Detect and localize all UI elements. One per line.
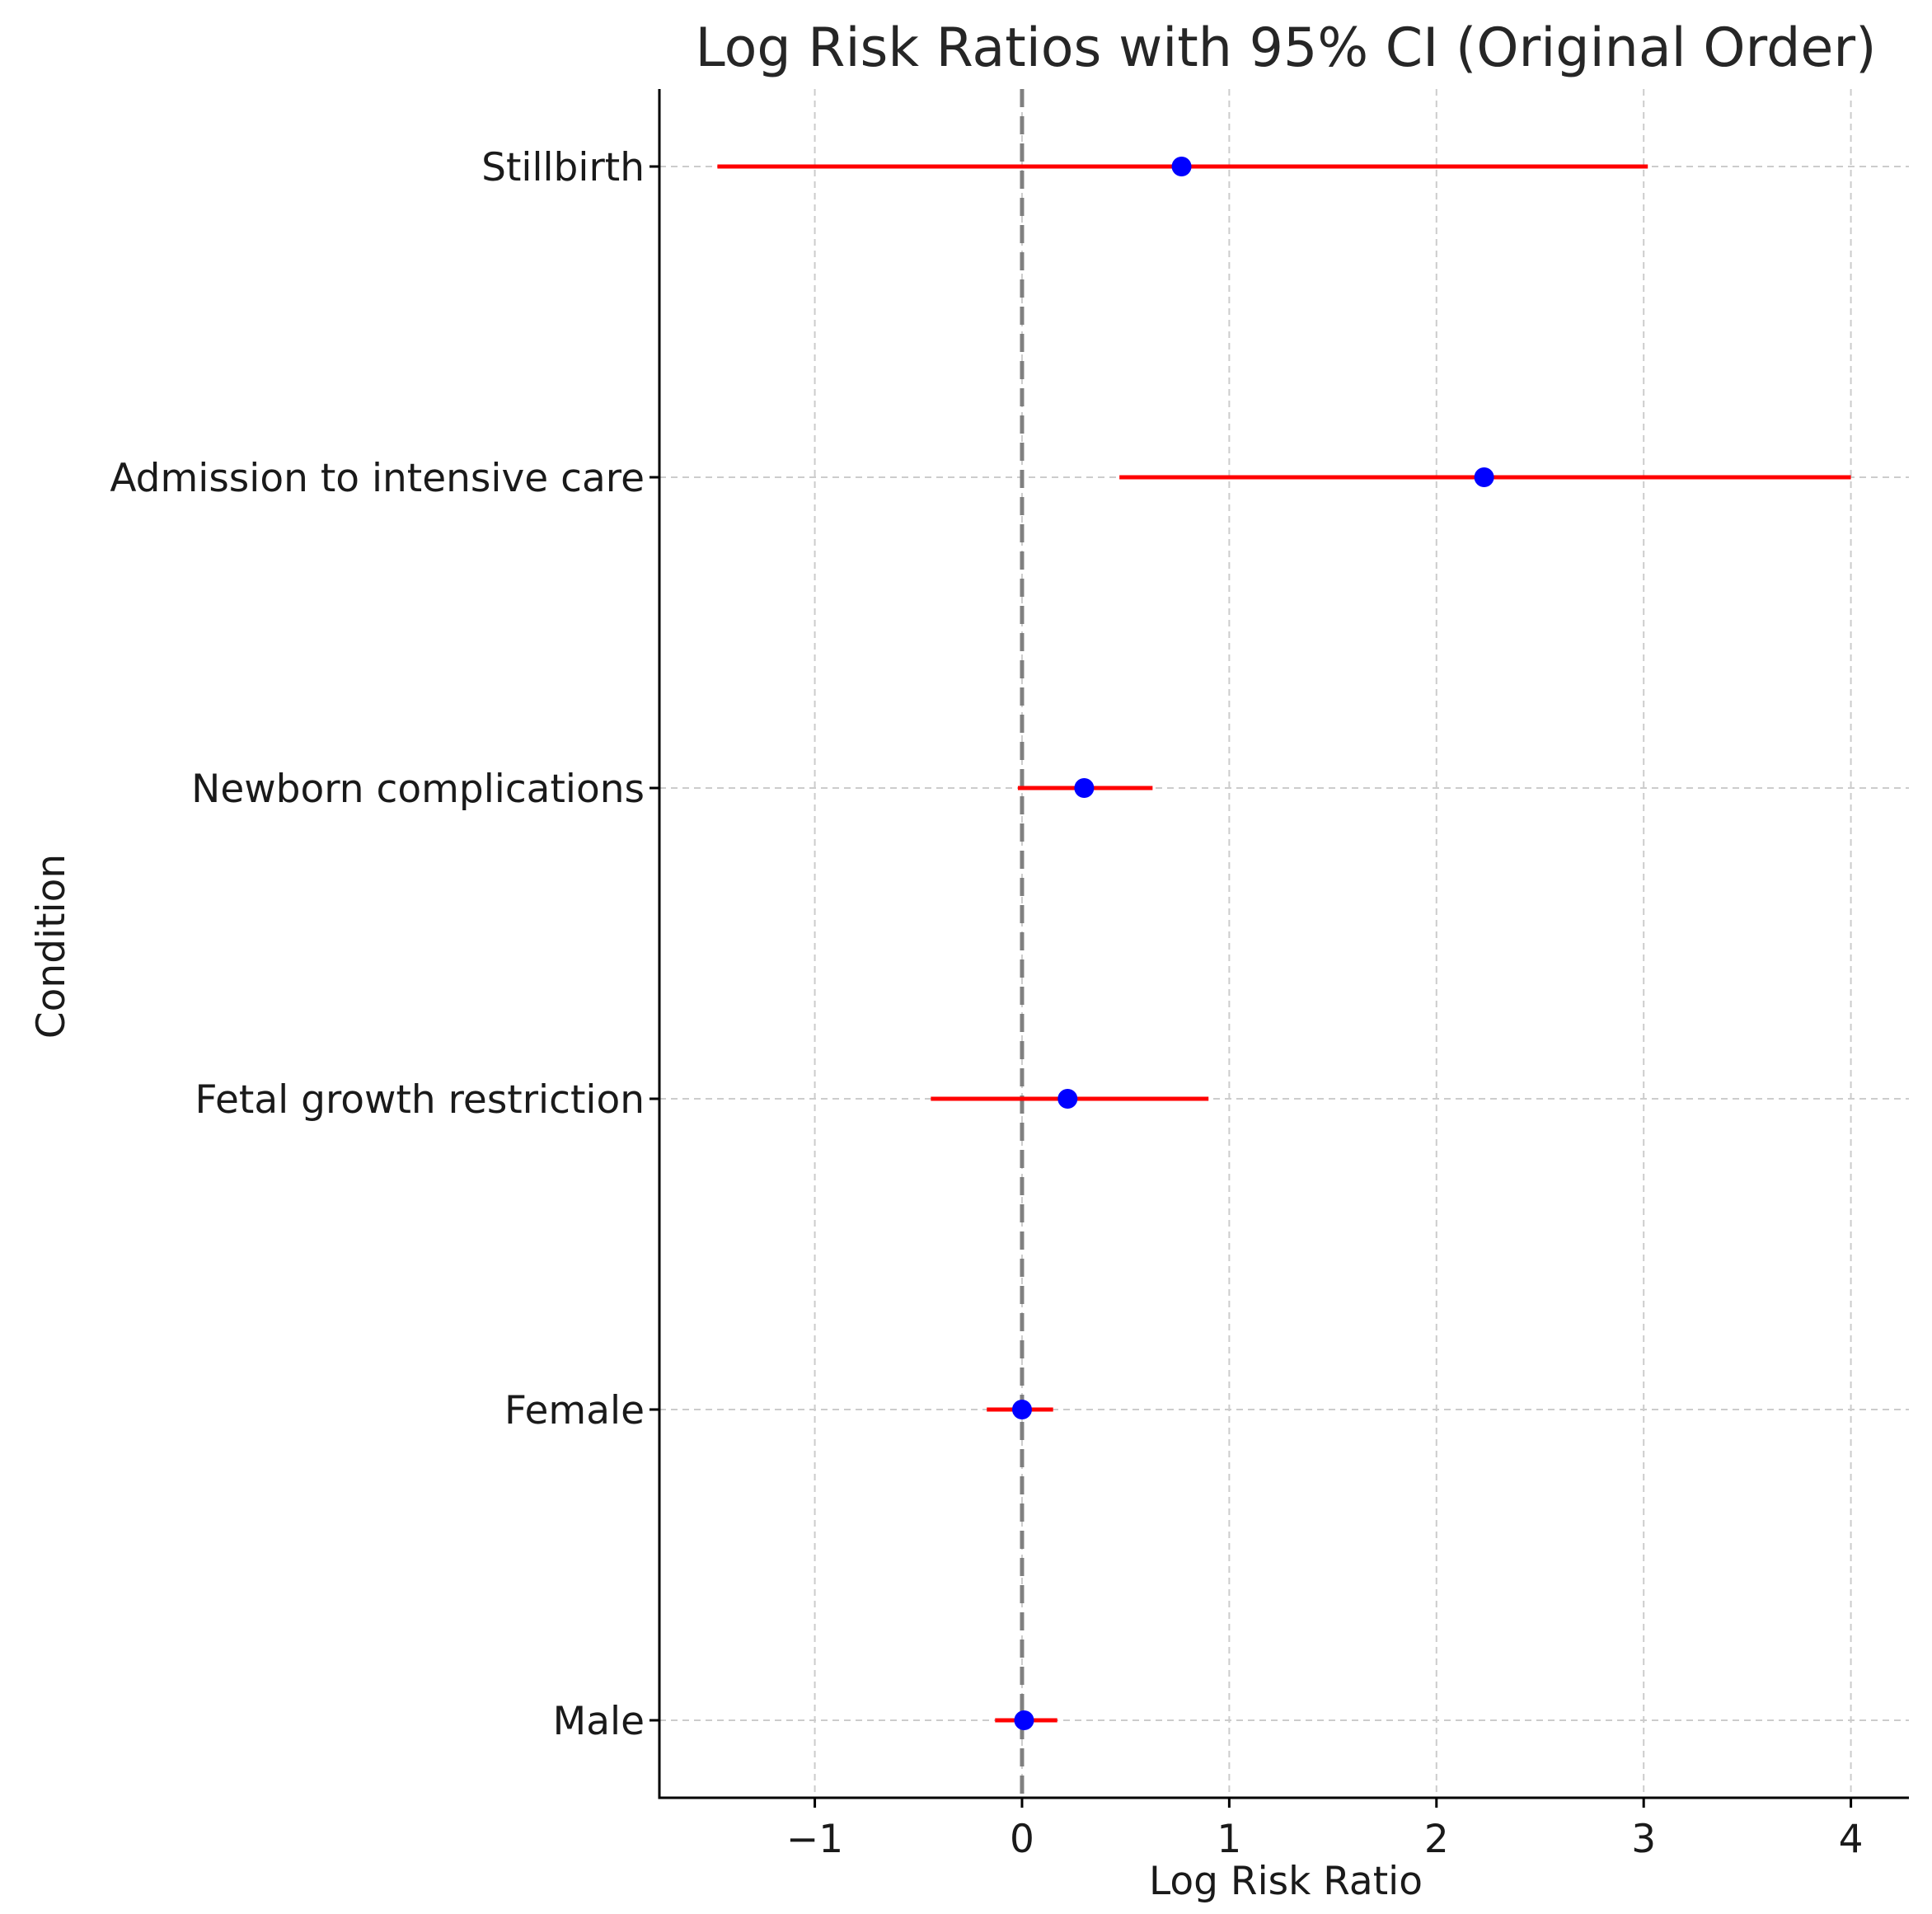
x-tick-label: 1 [1217,1817,1241,1862]
x-tick-label: 2 [1424,1817,1449,1862]
y-tick-label: Male [553,1699,645,1744]
y-axis-title: Condition [29,854,74,1039]
x-tick-label: 3 [1631,1817,1656,1862]
grid-lines [659,89,1909,1798]
y-tick-label: Stillbirth [481,145,645,190]
point-estimate [1011,1400,1032,1419]
x-axis-title: Log Risk Ratio [1149,1859,1423,1904]
axes: −1 0 1 2 3 4 Stillbirth Admission to intensive … [110,89,1909,1862]
point-estimate [1074,778,1095,798]
y-tick-label: Admission to intensive care [110,456,645,501]
point-estimate [1171,157,1192,176]
x-tick-label: 4 [1839,1817,1864,1862]
point-estimate [1057,1089,1078,1109]
chart-title: Log Risk Ratios with 95% CI (Original Or… [696,17,1877,79]
point-estimate [1014,1710,1034,1730]
point-estimate [1474,467,1494,487]
data-layer [717,157,1851,1730]
x-tick-label: 0 [1010,1817,1034,1862]
x-tick-label: −1 [786,1817,843,1862]
y-tick-label: Newborn complications [191,767,645,812]
y-tick-label: Fetal growth restriction [195,1077,645,1123]
y-tick-label: Female [504,1388,645,1433]
